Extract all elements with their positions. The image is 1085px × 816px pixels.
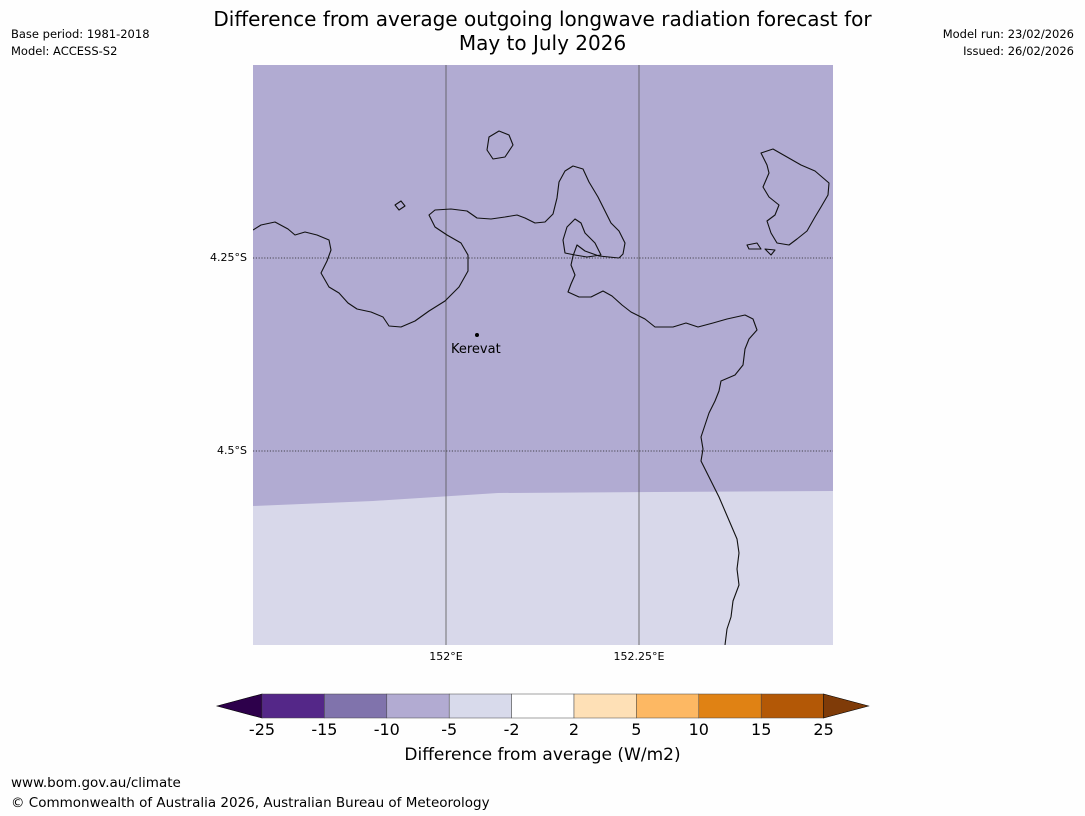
footer-url: www.bom.gov.au/climate [11, 775, 181, 791]
colorbar-segment [261, 693, 325, 719]
model-run-text: Model run: 23/02/2026 [942, 27, 1074, 41]
colorbar [215, 693, 870, 719]
colorbar-tick-label: 10 [688, 720, 709, 739]
colorbar-label: Difference from average (W/m2) [404, 745, 681, 765]
kerevat-marker [475, 333, 479, 337]
title-line-2: May to July 2026 [458, 31, 627, 55]
map-panel [253, 65, 833, 645]
colorbar-segment [760, 693, 824, 719]
colorbar-tick-label: -2 [503, 720, 520, 739]
title-line-1: Difference from average outgoing longwav… [213, 7, 872, 31]
colorbar-tick-label: -25 [248, 720, 276, 739]
lat-label-4.5S: 4.5°S [217, 444, 247, 457]
coastline [253, 130, 830, 645]
issued-text: Issued: 26/02/2026 [963, 44, 1074, 58]
colorbar-tick-label: -10 [373, 720, 400, 739]
colorbar-tick-label: 15 [751, 720, 772, 739]
kerevat-label: Kerevat [451, 342, 501, 357]
colorbar-arrow-low [215, 693, 263, 719]
footer-copyright: © Commonwealth of Australia 2026, Austra… [11, 795, 490, 811]
colorbar-tick-label: -15 [311, 720, 338, 739]
colorbar-segment [573, 693, 637, 719]
colorbar-segment [511, 693, 575, 719]
map-title: Difference from average outgoing longwav… [150, 7, 935, 55]
base-period-text: Base period: 1981-2018 [11, 27, 150, 41]
model-text: Model: ACCESS-S2 [11, 44, 118, 58]
colorbar-arrow-high [823, 693, 870, 719]
colorbar-tick-label: 2 [568, 720, 580, 739]
colorbar-segment [386, 693, 450, 719]
lon-label-152E: 152°E [429, 650, 463, 663]
colorbar-segment [324, 693, 388, 719]
colorbar-segment [698, 693, 762, 719]
colorbar-segment [448, 693, 512, 719]
colorbar-tick-label: 25 [813, 720, 834, 739]
meta-left: Base period: 1981-2018 Model: ACCESS-S2 [11, 26, 150, 60]
lat-label-4.25S: 4.25°S [210, 251, 247, 264]
lon-label-152.25E: 152.25°E [613, 650, 665, 663]
colorbar-tick-label: 5 [631, 720, 642, 739]
meta-right: Model run: 23/02/2026 Issued: 26/02/2026 [943, 26, 1074, 60]
colorbar-tick-label: -5 [441, 720, 458, 739]
map-lower-region [253, 491, 833, 645]
colorbar-segment [636, 693, 700, 719]
